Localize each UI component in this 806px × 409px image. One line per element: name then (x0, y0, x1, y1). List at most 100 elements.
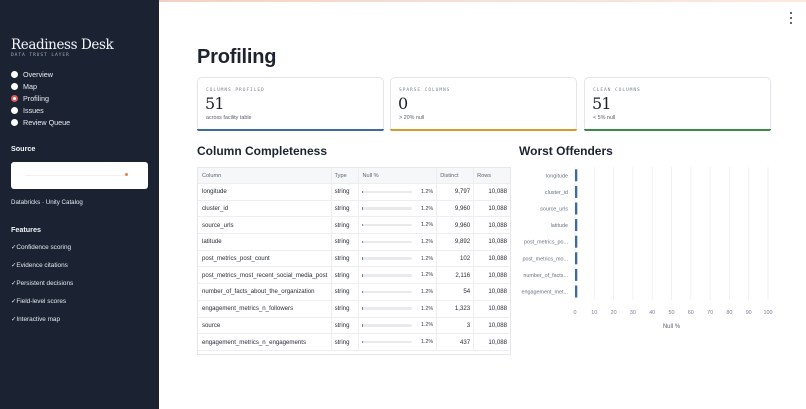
x-axis-label: Null % (663, 324, 681, 330)
cell-column: latitude (198, 234, 332, 250)
completeness-table[interactable]: Column Type Null % Distinct Rows longitu… (197, 167, 511, 355)
cell-rows: 10,088 (488, 305, 508, 313)
feature-item: ✓Field-level scores (11, 298, 67, 305)
table-row[interactable]: number_of_facts_about_the_organization st… (198, 284, 510, 301)
table-row[interactable]: latitude string 1.2% 9,892 10,088 (198, 234, 510, 251)
worst-offenders-chart: 0 10 20 30 40 50 60 70 80 90 100 longitude cluster_i… (522, 167, 773, 330)
table-header-row: Column Type Null % Distinct Rows (198, 168, 510, 184)
metric-caption: across facility table (206, 115, 252, 121)
table-row[interactable]: engagement_metrics_n_followers string 1.2%… (198, 300, 510, 318)
radio-icon[interactable] (11, 83, 18, 91)
column-header[interactable]: Rows (477, 172, 492, 179)
cell-type: string (332, 267, 360, 284)
nav-item-review-queue[interactable]: Review Queue (11, 116, 70, 128)
y-tick-label: longitude (546, 173, 568, 179)
cell-distinct: 437 (437, 334, 475, 350)
nav-item-label: Review Queue (23, 117, 71, 127)
cell-null-pct: 1.2% (359, 284, 438, 300)
null-progress-bar (362, 190, 413, 194)
null-progress-bar (362, 274, 413, 277)
cell-rows: 10,088 (488, 321, 508, 329)
source-select-placeholder (25, 175, 125, 176)
radio-icon[interactable] (11, 118, 18, 126)
table-row[interactable]: longitude string 1.2% 9,797 10,088 (198, 184, 510, 201)
null-progress-fill (362, 340, 364, 344)
table-body: longitude string 1.2% 9,797 10,088 cluster_id… (198, 184, 510, 351)
nav-item-profiling[interactable]: Profiling (11, 93, 70, 105)
null-progress-bar (362, 340, 413, 344)
null-progress-bar (362, 324, 413, 327)
bar (575, 169, 578, 182)
bar (575, 235, 578, 248)
cell-distinct: 9,797 (437, 184, 475, 200)
source-select[interactable] (11, 162, 148, 189)
radio-icon[interactable] (11, 71, 18, 79)
cell-rows: 10,088 (488, 255, 508, 263)
completeness-heading: Column Completeness (197, 144, 328, 158)
cell-rows: 10,088 (488, 188, 508, 196)
radio-selected-icon[interactable] (11, 94, 18, 102)
nav-item-label: Issues (23, 105, 44, 115)
kebab-menu-icon[interactable] (789, 12, 793, 24)
null-progress-fill (362, 207, 364, 210)
chevron-down-icon[interactable] (125, 173, 128, 176)
nav-item-issues[interactable]: Issues (11, 104, 70, 116)
table-row[interactable]: cluster_id string 1.2% 9,960 10,088 (198, 200, 510, 218)
null-progress-fill (362, 307, 364, 310)
cell-type: string (332, 334, 360, 350)
metric-label: COLUMNS PROFILED (206, 88, 265, 93)
x-tick-label: 10 (591, 310, 597, 316)
feature-item: ✓Evidence citations (11, 262, 68, 269)
table-row[interactable]: source string 1.2% 3 10,088 (198, 317, 510, 335)
x-tick-label: 100 (764, 310, 773, 316)
column-header[interactable]: Column (198, 168, 332, 183)
brand-title: Readiness Desk (11, 37, 114, 53)
cell-null-pct: 1.2% (359, 300, 438, 317)
cell-null-pct: 1.2% (359, 317, 438, 334)
cell-null-pct: 1.2% (359, 200, 438, 217)
y-tick-label: engagement_met... (522, 290, 568, 296)
null-progress-bar (362, 307, 413, 310)
nav-item-overview[interactable]: Overview (11, 69, 70, 81)
x-tick-label: 0 (574, 310, 577, 316)
feature-item: ✓Confidence scoring (11, 244, 72, 251)
radio-icon[interactable] (11, 106, 18, 114)
table-row[interactable]: post_metrics_most_recent_social_media_po… (198, 267, 510, 285)
cell-column: source_urls (198, 217, 332, 234)
null-progress-bar (362, 257, 413, 260)
x-tick-label: 60 (688, 310, 694, 316)
nav-radio-group: Overview Map Profiling Issues Review Que… (11, 69, 70, 128)
cell-distinct: 3 (437, 317, 475, 334)
cell-rows: 10,088 (488, 271, 508, 279)
x-tick-label: 80 (726, 310, 732, 316)
nav-item-label: Profiling (23, 93, 49, 103)
table-row[interactable]: post_metrics_post_count string 1.2% 102 10,0… (198, 250, 510, 268)
bar (575, 185, 578, 198)
metric-value: 51 (592, 94, 612, 113)
null-pct-value: 1.2% (420, 322, 434, 329)
feature-item: ✓Persistent decisions (11, 280, 74, 287)
cell-null-pct: 1.2% (359, 217, 438, 234)
column-header[interactable]: Null % (359, 168, 438, 183)
cell-distinct: 9,960 (437, 217, 475, 234)
cell-null-pct: 1.2% (359, 234, 438, 250)
null-progress-fill (362, 257, 364, 260)
column-header[interactable]: Distinct (437, 168, 475, 183)
table-row[interactable]: source_urls string 1.2% 9,960 10,088 (198, 217, 510, 235)
nav-item-map[interactable]: Map (11, 81, 70, 93)
null-pct-value: 1.2% (420, 222, 434, 229)
cell-column: cluster_id (198, 200, 332, 217)
y-tick-label: post_metrics_po... (524, 240, 568, 246)
top-accent-line (0, 0, 806, 2)
metric-accent-bar (390, 128, 577, 131)
null-progress-bar (362, 207, 413, 210)
metric-value: 0 (398, 94, 408, 113)
feature-item: ✓Interactive map (11, 316, 61, 323)
column-header[interactable]: Type (332, 168, 360, 183)
sidebar: Readiness Desk DATA TRUST LAYER Overview… (0, 0, 159, 409)
cell-rows: 10,088 (488, 338, 508, 346)
table-row[interactable]: engagement_metrics_n_engagements string 1.… (198, 334, 510, 351)
null-pct-value: 1.2% (420, 188, 434, 195)
cell-rows: 10,088 (488, 288, 508, 296)
cell-null-pct: 1.2% (359, 250, 438, 267)
